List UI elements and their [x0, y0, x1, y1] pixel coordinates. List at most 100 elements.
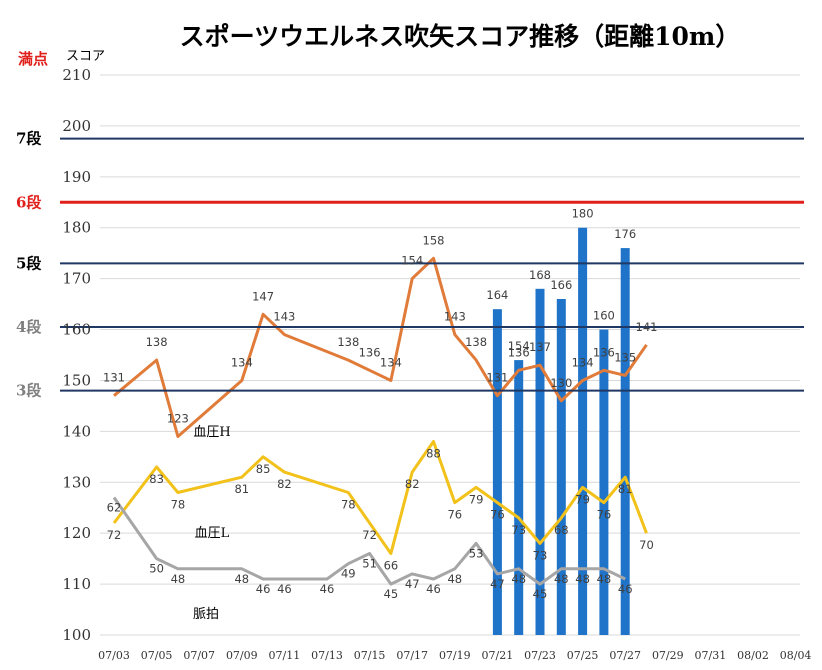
x-tick-label: 07/21 [482, 649, 514, 662]
x-tick-label: 07/25 [567, 649, 599, 662]
y-tick-label: 140 [62, 422, 91, 440]
x-tick-label: 07/13 [311, 649, 343, 662]
y-axis-label: スコア [66, 49, 105, 64]
y-tick-label: 160 [62, 321, 91, 339]
series-value-label: 85 [256, 462, 271, 476]
series-value-label: 46 [426, 582, 441, 596]
series-value-label: 158 [423, 233, 445, 247]
series-value-label: 154 [401, 254, 423, 268]
series-value-label: 138 [146, 335, 168, 349]
series-value-label: 45 [533, 587, 548, 601]
x-tick-label: 08/04 [780, 649, 812, 662]
x-tick-label: 07/23 [524, 649, 556, 662]
series-value-label: 79 [469, 492, 484, 506]
series-value-label: 73 [511, 523, 526, 537]
series-value-label: 82 [277, 477, 292, 491]
series-value-label: 53 [469, 546, 484, 560]
series-value-label: 134 [380, 355, 402, 369]
series-value-label: 138 [337, 335, 359, 349]
series-value-label: 136 [359, 345, 381, 359]
series-line-1 [113, 256, 648, 438]
rank-lines: 7段 6段 5段 4段 3段 [16, 130, 804, 400]
score-value-label: 168 [529, 268, 551, 282]
series-value-label: 83 [149, 472, 164, 486]
x-tick-label: 07/11 [269, 649, 301, 662]
score-value-label: 176 [614, 227, 636, 241]
series-value-label: 81 [618, 482, 633, 496]
series-value-label: 48 [597, 572, 612, 586]
series-value-label: 47 [405, 577, 420, 591]
series-line-3 [112, 496, 626, 586]
series-value-label: 70 [639, 538, 654, 552]
series-value-label: 45 [384, 587, 399, 601]
y-tick-label: 200 [62, 117, 91, 135]
score-value-label: 160 [593, 309, 615, 323]
series-value-label: 138 [465, 335, 487, 349]
series-value-label: 72 [107, 528, 122, 542]
y-tick-label: 150 [62, 371, 91, 389]
series-value-label: 88 [426, 447, 441, 461]
series-lines [112, 256, 648, 586]
y-tick-label: 130 [62, 473, 91, 491]
series-value-label: 78 [341, 497, 356, 511]
score-bar [620, 248, 630, 635]
series-value-label: 136 [593, 345, 615, 359]
series-value-label: 135 [614, 350, 636, 364]
score-bar [578, 227, 588, 635]
rank-label: 6段 [16, 193, 41, 211]
series-value-label: 48 [171, 572, 186, 586]
grid-lines [100, 74, 800, 636]
chart-title: スポーツウエルネス吹矢スコア推移（距離10m） [180, 22, 741, 51]
series-value-label: 141 [636, 320, 658, 334]
score-bar [556, 299, 566, 635]
series-value-label: 136 [508, 345, 530, 359]
x-tick-label: 07/27 [609, 649, 641, 662]
series-value-label: 143 [273, 310, 295, 324]
series-value-label: 51 [362, 557, 377, 571]
x-tick-label: 07/29 [652, 649, 684, 662]
series-value-label: 76 [447, 508, 462, 522]
series-value-label: 48 [575, 572, 590, 586]
series-value-label: 48 [447, 572, 462, 586]
series-value-label: 72 [362, 528, 377, 542]
series-value-label: 76 [597, 508, 612, 522]
series-value-label: 50 [149, 562, 164, 576]
score-bar [492, 309, 502, 635]
score-bar [514, 360, 524, 635]
rank-label: 4段 [16, 318, 41, 336]
series-value-label: 47 [490, 577, 505, 591]
x-tick-label: 07/05 [141, 649, 173, 662]
y-tick-label: 210 [62, 66, 91, 84]
series-value-label: 62 [107, 501, 122, 515]
score-bars [492, 227, 630, 635]
x-tick-label: 07/19 [439, 649, 471, 662]
score-bar [599, 329, 609, 635]
series-value-label: 76 [490, 508, 505, 522]
series-value-label: 137 [529, 340, 551, 354]
series-value-label: 46 [618, 582, 633, 596]
y-tick-label: 180 [62, 219, 91, 237]
series-value-label: 48 [511, 572, 526, 586]
score-bar [535, 288, 545, 635]
series-line-2 [112, 440, 648, 555]
series-value-label: 130 [550, 376, 572, 390]
series-value-label: 48 [234, 572, 249, 586]
x-tick-label: 08/02 [737, 649, 769, 662]
y-tick-label: 100 [62, 626, 91, 644]
series-value-label: 46 [277, 582, 292, 596]
x-tick-label: 07/15 [354, 649, 386, 662]
score-value-label: 154 [508, 339, 530, 353]
x-tick-label: 07/09 [226, 649, 258, 662]
series-value-label: 143 [444, 310, 466, 324]
y-tick-label: 120 [62, 524, 91, 542]
score-value-label: 166 [550, 278, 572, 292]
y-tick-label: 110 [62, 575, 91, 593]
series-value-label: 46 [320, 582, 335, 596]
series-value-label: 68 [554, 523, 569, 537]
x-tick-label: 07/07 [183, 649, 215, 662]
y-tick-label: 170 [62, 270, 91, 288]
rank-label: 7段 [16, 130, 41, 148]
score-value-label: 180 [572, 207, 594, 221]
